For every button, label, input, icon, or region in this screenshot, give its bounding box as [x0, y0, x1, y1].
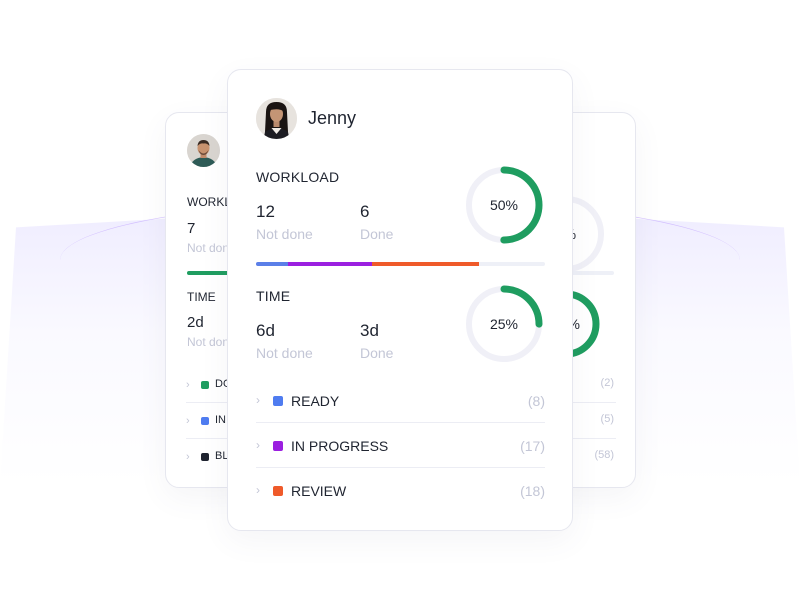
status-color-swatch: [273, 486, 283, 496]
avatar: [187, 134, 220, 167]
status-color-swatch: [201, 381, 209, 389]
workload-not-done-label: Not don: [187, 241, 230, 255]
workload-progress-bar: [256, 262, 545, 266]
chevron-right-icon: ›: [256, 483, 260, 497]
workload-progress-bar: [546, 271, 614, 275]
status-count: (5): [600, 413, 614, 425]
user-name: Jenny: [308, 108, 357, 128]
user-card-jenny[interactable]: Jenny WORKLOAD 12 Not done 6 Done 50% TI…: [227, 69, 573, 531]
status-row-in[interactable]: › IN: [186, 405, 254, 441]
time-percent: 25%: [489, 316, 519, 332]
status-row-ready[interactable]: › READY (8): [252, 378, 546, 423]
status-count: (58): [594, 449, 614, 461]
workload-not-done-label: Not done: [256, 226, 313, 242]
status-label: REVIEW: [291, 483, 347, 499]
time-done-value: 3d: [360, 321, 379, 340]
status-color-swatch: [201, 453, 209, 461]
divider: [256, 467, 545, 468]
status-label: READY: [291, 393, 340, 409]
status-label: BL: [215, 450, 229, 462]
status-count: (17): [520, 438, 545, 454]
workload-not-done-value: 12: [256, 202, 275, 221]
time-donut: 25%: [462, 282, 546, 366]
divider: [186, 438, 254, 439]
status-label: IN PROGRESS: [291, 438, 389, 454]
progress-segment: [256, 262, 288, 266]
time-title: TIME: [256, 288, 291, 304]
progress-segment: [371, 262, 479, 266]
status-color-swatch: [273, 396, 283, 406]
divider: [186, 402, 254, 403]
chevron-right-icon: ›: [186, 415, 190, 427]
time-not-done-value: 2d: [187, 314, 204, 331]
avatar: [256, 98, 297, 139]
status-count: (8): [527, 393, 545, 409]
workload-title: WORKL: [187, 195, 232, 209]
time-done-label: Done: [360, 345, 394, 361]
divider: [546, 402, 616, 403]
chevron-right-icon: ›: [186, 379, 190, 391]
divider: [546, 438, 616, 439]
chevron-right-icon: ›: [256, 393, 260, 407]
status-color-swatch: [273, 441, 283, 451]
chevron-right-icon: ›: [186, 451, 190, 463]
workload-done-label: Done: [360, 226, 394, 242]
status-label: IN: [215, 414, 226, 426]
workload-percent: 50%: [489, 197, 519, 213]
status-row-blocked[interactable]: › BL: [186, 441, 254, 477]
time-title: TIME: [187, 290, 216, 304]
workload-not-done-value: 7: [187, 220, 196, 237]
workload-donut: 50%: [462, 163, 546, 247]
status-color-swatch: [201, 417, 209, 425]
progress-segment: [287, 262, 372, 266]
divider: [256, 422, 545, 423]
time-not-done-label: Not don: [187, 335, 230, 349]
time-not-done-label: Not done: [256, 345, 313, 361]
workload-title: WORKLOAD: [256, 169, 340, 185]
status-row-in-progress[interactable]: › IN PROGRESS (17): [252, 423, 546, 468]
workload-done-value: 6: [360, 202, 370, 221]
time-not-done-value: 6d: [256, 321, 275, 340]
chevron-right-icon: ›: [256, 438, 260, 452]
status-count: (18): [520, 483, 545, 499]
status-count: (2): [600, 377, 614, 389]
status-row-review[interactable]: › REVIEW (18): [252, 468, 546, 513]
workload-progress-bar: [187, 271, 254, 275]
